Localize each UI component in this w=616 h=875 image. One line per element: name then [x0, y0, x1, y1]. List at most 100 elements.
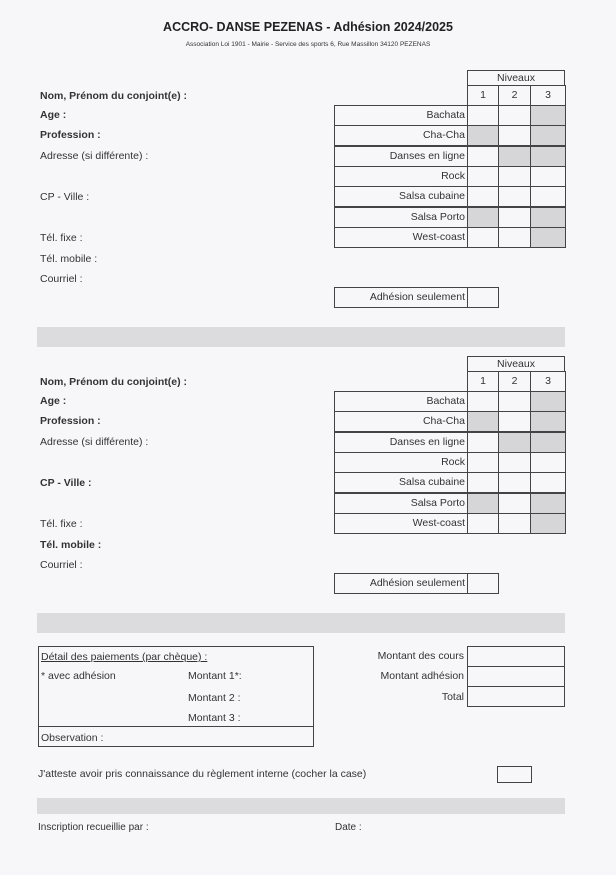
level-checkbox[interactable] [498, 451, 531, 473]
field-label: Nom, Prénom du conjoint(e) : [40, 376, 187, 388]
level-checkbox[interactable] [467, 492, 499, 514]
level-checkbox[interactable] [467, 472, 499, 494]
level-checkbox[interactable] [498, 186, 531, 208]
level-checkbox[interactable] [530, 186, 566, 208]
level-checkbox[interactable] [530, 391, 566, 412]
level-checkbox[interactable] [498, 391, 531, 412]
level-header: 3 [530, 85, 566, 106]
level-header: 2 [498, 371, 531, 392]
date-label: Date : [335, 822, 362, 833]
level-checkbox[interactable] [530, 206, 566, 228]
dance-name: Salsa Porto [334, 492, 468, 514]
level-header: 2 [498, 85, 531, 106]
amount-2-label: Montant 2 : [188, 692, 241, 704]
dance-name: Salsa cubaine [334, 472, 468, 494]
level-checkbox[interactable] [467, 391, 499, 412]
dance-name: Salsa Porto [334, 206, 468, 228]
payment-details-box: Détail des paiements (par chèque) : * av… [38, 646, 314, 747]
level-checkbox[interactable] [530, 411, 566, 433]
level-checkbox[interactable] [498, 431, 531, 453]
dance-name: West-coast [334, 226, 468, 248]
field-label: Courriel : [40, 273, 83, 285]
divider [39, 726, 313, 727]
level-checkbox[interactable] [498, 125, 531, 147]
collected-by-label: Inscription recueillie par : [38, 822, 149, 833]
level-checkbox[interactable] [498, 411, 531, 433]
amount-1-label: Montant 1*: [188, 670, 242, 682]
level-checkbox[interactable] [467, 451, 499, 473]
level-checkbox[interactable] [467, 226, 499, 248]
field-label: Tél. mobile : [40, 253, 98, 265]
courses-amount-label: Montant des cours [377, 650, 464, 662]
field-label: Tél. fixe : [40, 518, 83, 530]
level-header: 1 [467, 85, 499, 106]
dance-name: West-coast [334, 512, 468, 534]
field-label: Nom, Prénom du conjoint(e) : [40, 90, 187, 102]
level-checkbox[interactable] [530, 431, 566, 453]
dance-name: Rock [334, 165, 468, 187]
level-checkbox[interactable] [530, 105, 566, 126]
level-header: 1 [467, 371, 499, 392]
levels-header: Niveaux [467, 356, 565, 372]
payment-title: Détail des paiements (par chèque) : [41, 651, 208, 663]
level-checkbox[interactable] [530, 165, 566, 187]
level-checkbox[interactable] [467, 125, 499, 147]
level-checkbox[interactable] [498, 512, 531, 534]
observation-field[interactable]: Observation : [41, 732, 104, 744]
level-checkbox[interactable] [530, 472, 566, 494]
level-checkbox[interactable] [498, 472, 531, 494]
membership-amount-field[interactable] [467, 666, 565, 687]
dance-name: Danses en ligne [334, 145, 468, 167]
level-checkbox[interactable] [498, 145, 531, 167]
level-checkbox[interactable] [467, 165, 499, 187]
field-label: Tél. fixe : [40, 232, 83, 244]
level-checkbox[interactable] [467, 411, 499, 433]
field-label: Profession : [40, 415, 101, 427]
level-header: 3 [530, 371, 566, 392]
level-checkbox[interactable] [530, 512, 566, 534]
field-label: Courriel : [40, 559, 83, 571]
field-label: Age : [40, 109, 67, 121]
dance-name: Cha-Cha [334, 411, 468, 433]
membership-only-label: Adhésion seulement [334, 287, 468, 308]
separator-band [37, 327, 565, 347]
level-checkbox[interactable] [530, 145, 566, 167]
field-label: Adresse (si différente) : [40, 150, 149, 162]
level-checkbox[interactable] [467, 206, 499, 228]
field-label: Age : [40, 395, 67, 407]
form-subtitle: Association Loi 1901 - Mairie - Service … [185, 41, 431, 48]
form-title: ACCRO- DANSE PEZENAS - Adhésion 2024/202… [163, 20, 453, 34]
field-label: Profession : [40, 129, 101, 141]
attest-label: J'atteste avoir pris connaissance du règ… [38, 768, 367, 780]
level-checkbox[interactable] [498, 492, 531, 514]
separator-band [37, 613, 565, 633]
dance-name: Danses en ligne [334, 431, 468, 453]
level-checkbox[interactable] [467, 431, 499, 453]
level-checkbox[interactable] [467, 512, 499, 534]
level-checkbox[interactable] [467, 145, 499, 167]
attest-checkbox[interactable] [497, 766, 532, 783]
level-checkbox[interactable] [498, 226, 531, 248]
level-checkbox[interactable] [530, 451, 566, 473]
dance-name: Bachata [334, 105, 468, 126]
membership-only-checkbox[interactable] [467, 287, 499, 308]
membership-amount-label: Montant adhésion [380, 670, 464, 682]
level-checkbox[interactable] [530, 226, 566, 248]
amount-3-label: Montant 3 : [188, 712, 241, 724]
membership-only-checkbox[interactable] [467, 573, 499, 594]
membership-only-label: Adhésion seulement [334, 573, 468, 594]
total-field[interactable] [467, 686, 565, 707]
level-checkbox[interactable] [498, 206, 531, 228]
dance-name: Salsa cubaine [334, 186, 468, 208]
level-checkbox[interactable] [467, 186, 499, 208]
field-label: CP - Ville : [40, 477, 92, 489]
dance-name: Bachata [334, 391, 468, 412]
level-checkbox[interactable] [467, 105, 499, 126]
dance-name: Rock [334, 451, 468, 473]
level-checkbox[interactable] [530, 492, 566, 514]
courses-amount-field[interactable] [467, 646, 565, 667]
field-label: Tél. mobile : [40, 539, 102, 551]
level-checkbox[interactable] [498, 105, 531, 126]
level-checkbox[interactable] [498, 165, 531, 187]
level-checkbox[interactable] [530, 125, 566, 147]
